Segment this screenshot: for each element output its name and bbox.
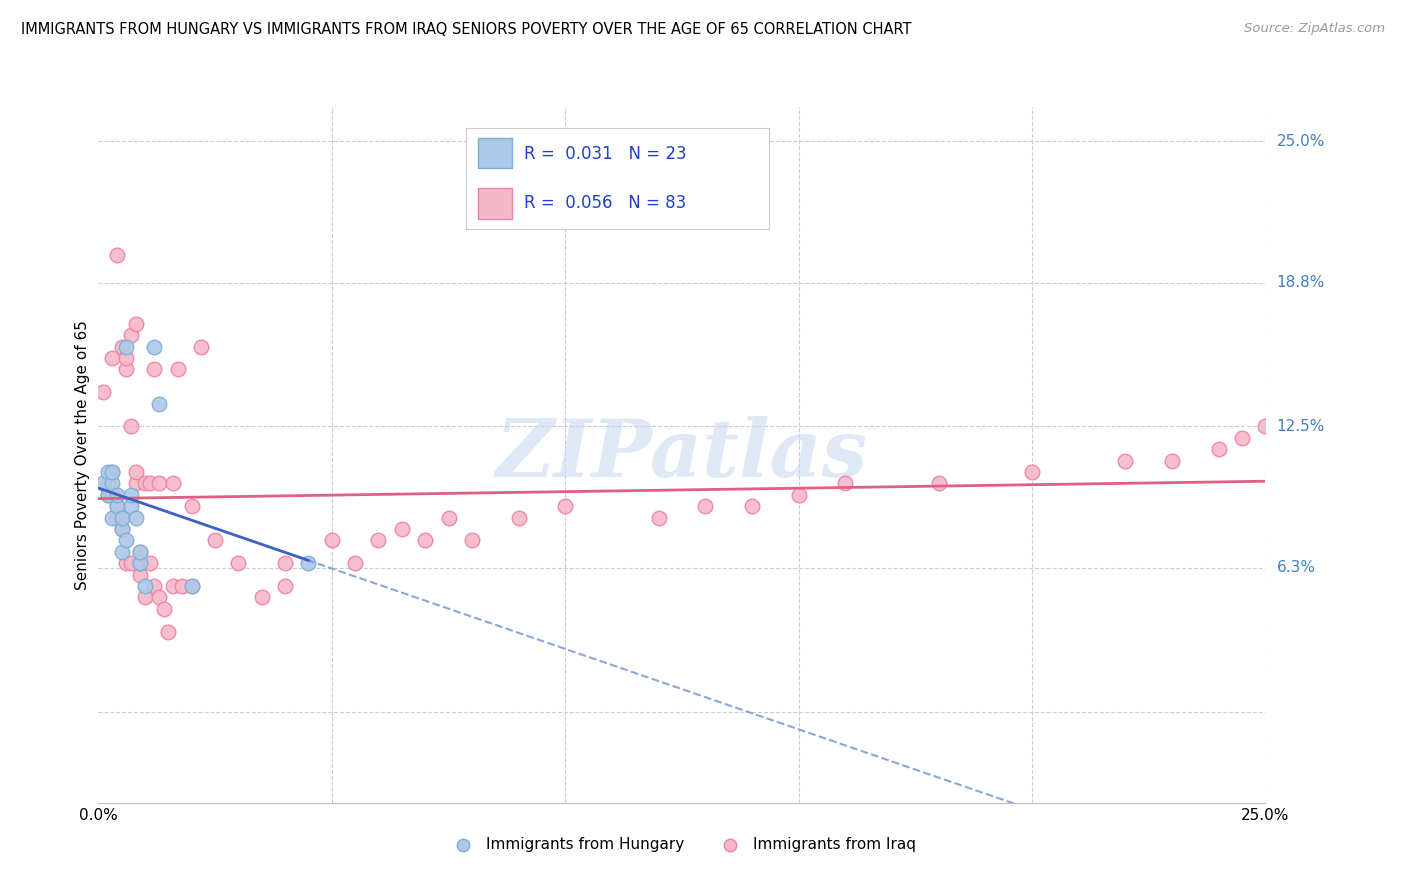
Point: [134, 591, 156, 605]
Point: [115, 362, 138, 376]
Point: [111, 510, 134, 524]
Point: [391, 522, 413, 536]
Point: [180, 579, 202, 593]
Point: [91, 476, 114, 491]
Point: [152, 602, 174, 616]
Point: [139, 476, 162, 491]
Text: 18.8%: 18.8%: [1277, 276, 1324, 290]
Point: [695, 500, 717, 514]
Point: [143, 362, 166, 376]
Point: [97, 488, 120, 502]
Point: [120, 419, 142, 434]
Point: [274, 556, 297, 570]
Point: [101, 476, 124, 491]
Point: [741, 500, 763, 514]
Point: [129, 556, 152, 570]
Point: [120, 556, 142, 570]
Point: [1230, 431, 1253, 445]
Point: [148, 591, 170, 605]
Point: [172, 579, 194, 593]
Point: [120, 328, 142, 343]
Point: [120, 500, 142, 514]
Legend: Immigrants from Hungary, Immigrants from Iraq: Immigrants from Hungary, Immigrants from…: [441, 830, 922, 858]
Point: [1254, 419, 1277, 434]
Point: [115, 340, 138, 354]
Point: [129, 545, 152, 559]
Point: [111, 340, 134, 354]
Text: 12.5%: 12.5%: [1277, 419, 1324, 434]
Point: [125, 317, 148, 331]
Point: [125, 476, 148, 491]
Point: [111, 510, 134, 524]
Point: [101, 465, 124, 479]
Y-axis label: Seniors Poverty Over the Age of 65: Seniors Poverty Over the Age of 65: [75, 320, 90, 590]
Point: [321, 533, 343, 548]
Text: ZIPatlas: ZIPatlas: [496, 417, 868, 493]
Point: [834, 476, 856, 491]
Point: [250, 591, 273, 605]
Point: [143, 340, 166, 354]
Point: [157, 624, 180, 639]
Point: [928, 476, 950, 491]
Text: Source: ZipAtlas.com: Source: ZipAtlas.com: [1244, 22, 1385, 36]
Point: [190, 340, 212, 354]
Point: [162, 476, 184, 491]
Point: [111, 522, 134, 536]
Point: [105, 488, 128, 502]
Point: [647, 510, 669, 524]
Point: [228, 556, 250, 570]
Point: [111, 545, 134, 559]
Point: [105, 500, 128, 514]
Point: [91, 385, 114, 400]
Point: [101, 488, 124, 502]
Text: 25.0%: 25.0%: [1277, 134, 1324, 149]
Point: [1161, 453, 1184, 467]
Point: [554, 500, 576, 514]
Point: [111, 522, 134, 536]
Point: [413, 533, 436, 548]
Point: [180, 579, 202, 593]
Point: [115, 351, 138, 365]
Text: 6.3%: 6.3%: [1277, 560, 1316, 575]
Point: [120, 488, 142, 502]
Point: [125, 510, 148, 524]
Point: [162, 579, 184, 593]
Point: [166, 362, 188, 376]
Point: [125, 465, 148, 479]
Point: [129, 556, 152, 570]
Point: [115, 556, 138, 570]
Point: [274, 579, 297, 593]
Point: [105, 248, 128, 262]
Point: [139, 556, 162, 570]
Point: [115, 533, 138, 548]
Point: [134, 579, 156, 593]
Point: [129, 567, 152, 582]
Point: [367, 533, 389, 548]
Text: IMMIGRANTS FROM HUNGARY VS IMMIGRANTS FROM IRAQ SENIORS POVERTY OVER THE AGE OF : IMMIGRANTS FROM HUNGARY VS IMMIGRANTS FR…: [21, 22, 911, 37]
Point: [148, 476, 170, 491]
Point: [1208, 442, 1230, 457]
Point: [344, 556, 367, 570]
Point: [148, 396, 170, 410]
Point: [437, 510, 460, 524]
Point: [105, 500, 128, 514]
Point: [143, 579, 166, 593]
Point: [134, 476, 156, 491]
Point: [297, 556, 319, 570]
Point: [97, 465, 120, 479]
Point: [787, 488, 810, 502]
Point: [101, 351, 124, 365]
Point: [508, 510, 530, 524]
Point: [101, 465, 124, 479]
Point: [97, 476, 120, 491]
Point: [204, 533, 226, 548]
Point: [129, 545, 152, 559]
Point: [1114, 453, 1136, 467]
Point: [105, 510, 128, 524]
Point: [1021, 465, 1043, 479]
Point: [97, 488, 120, 502]
Point: [101, 510, 124, 524]
Point: [461, 533, 484, 548]
Point: [180, 500, 202, 514]
